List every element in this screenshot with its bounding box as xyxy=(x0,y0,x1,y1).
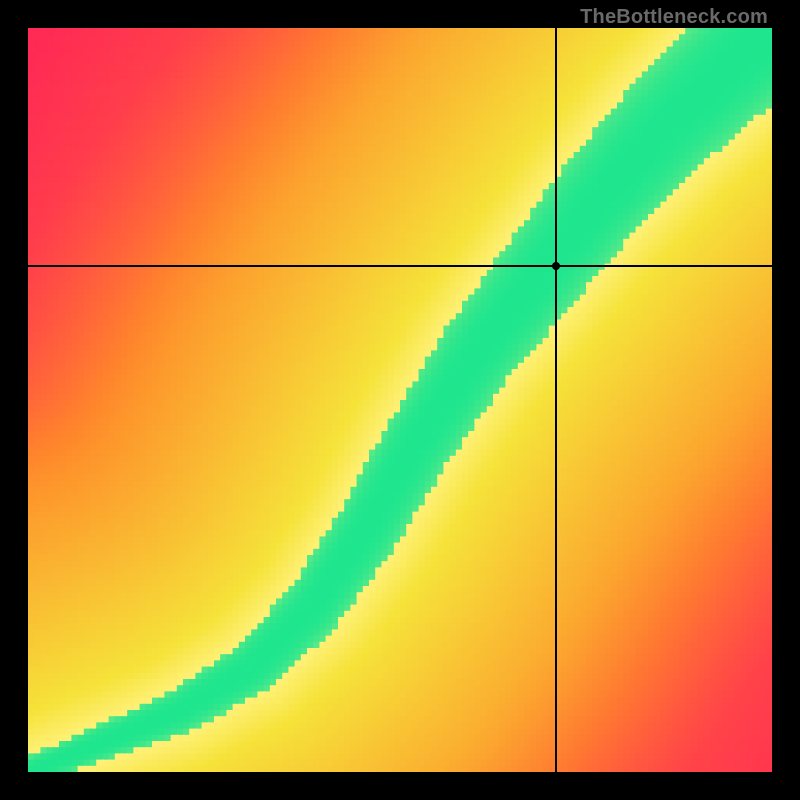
root: TheBottleneck.com xyxy=(0,0,800,800)
heatmap-canvas xyxy=(28,28,772,772)
crosshair-vertical xyxy=(555,28,557,772)
crosshair-horizontal xyxy=(28,265,772,267)
heatmap-plot xyxy=(28,28,772,772)
watermark-text: TheBottleneck.com xyxy=(580,6,768,29)
